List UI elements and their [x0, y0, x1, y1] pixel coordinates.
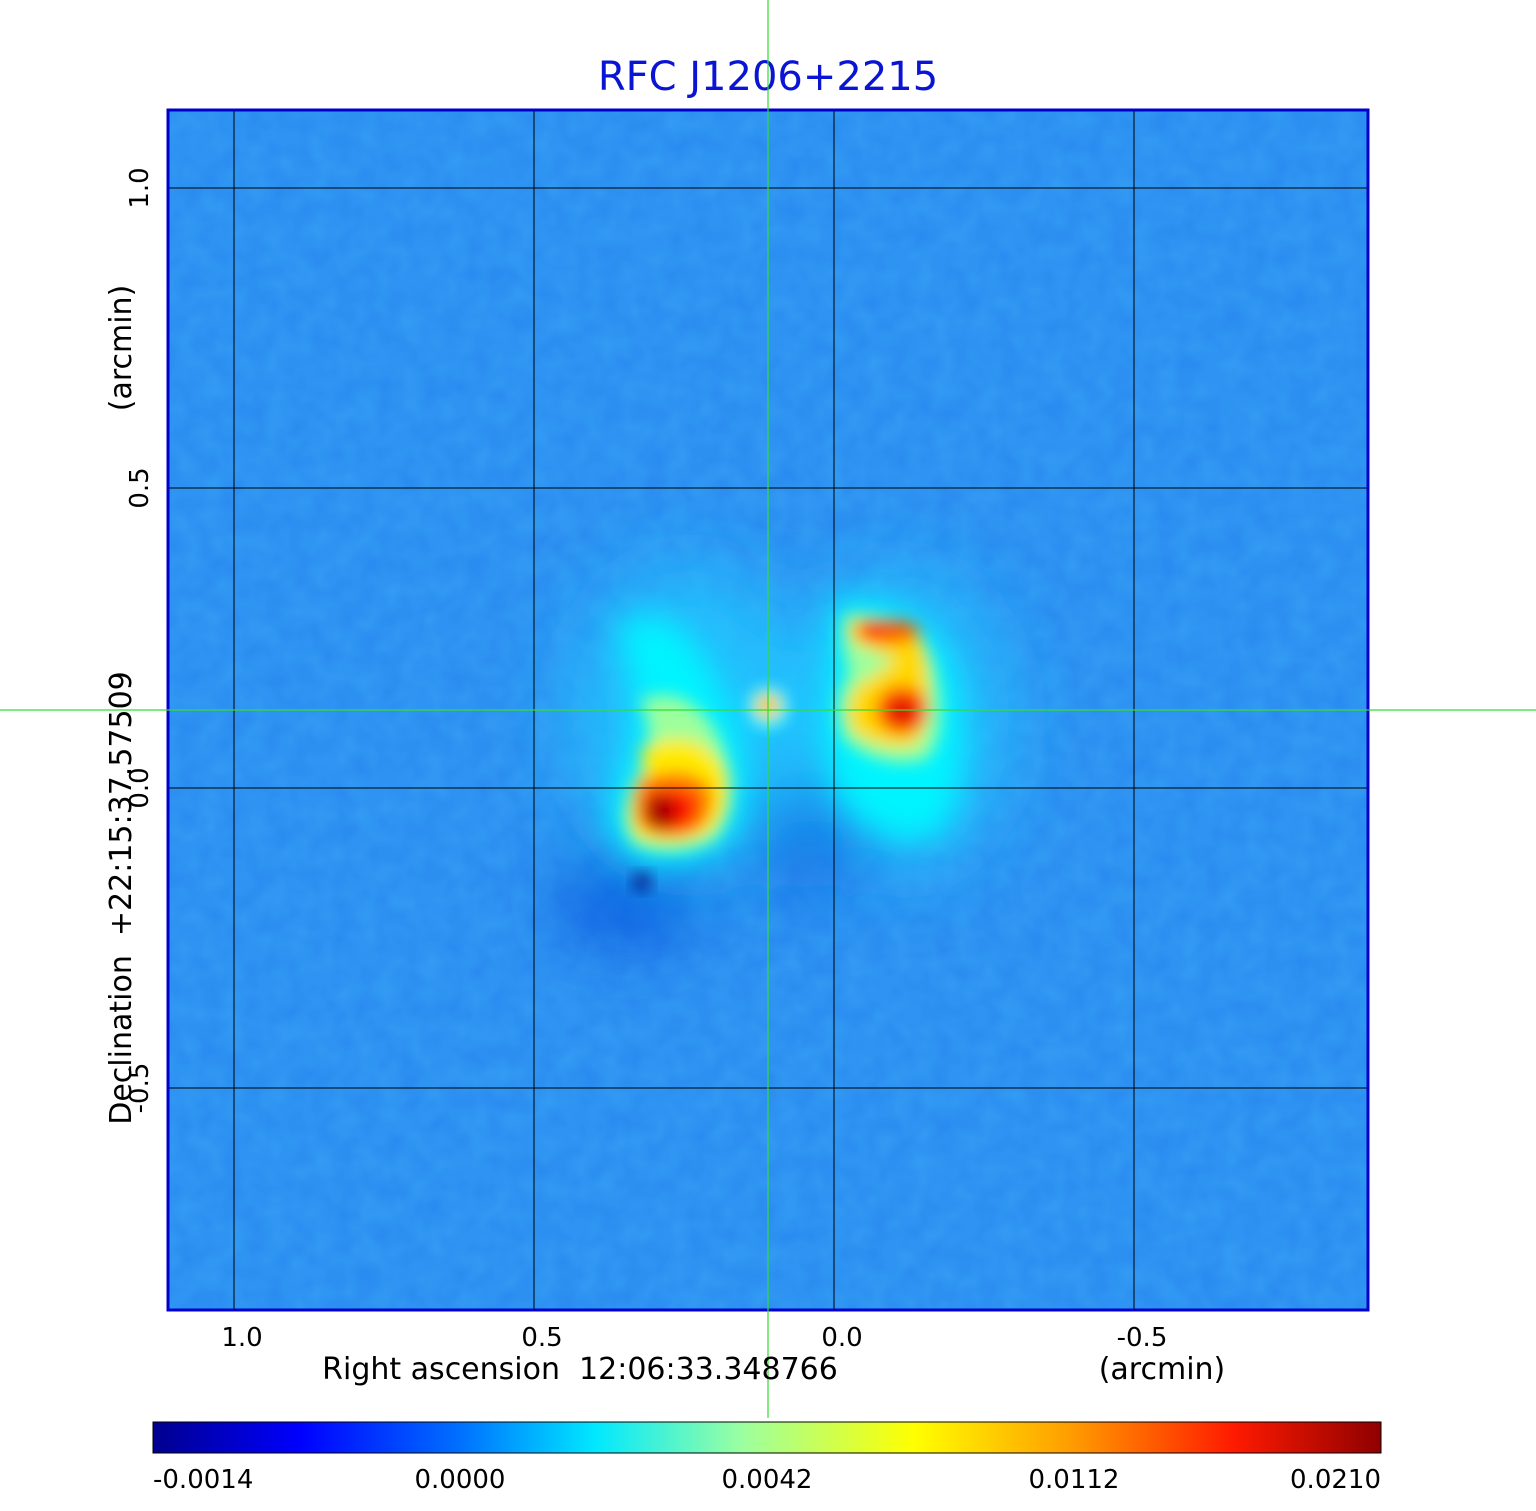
colorbar-tick-label: 0.0210 — [1290, 1465, 1381, 1495]
x-axis-unit: (arcmin) — [1099, 1352, 1226, 1387]
x-tick-label: -0.5 — [1117, 1323, 1168, 1353]
y-tick-label: 0.0 — [125, 767, 155, 808]
x-tick-label: 0.5 — [521, 1323, 562, 1353]
y-axis-label: Declination +22:15:37.57509 — [104, 671, 139, 1125]
colorbar-tick-label: 0.0000 — [415, 1465, 506, 1495]
y-tick-label: 0.5 — [125, 467, 155, 508]
colorbar-tick-labels: -0.0014 0.0000 0.0042 0.0112 0.0210 — [153, 1465, 1381, 1495]
y-tick-labels: 1.0 0.5 0.0 -0.5 — [125, 167, 155, 1113]
x-tick-label: 0.0 — [821, 1323, 862, 1353]
y-axis-unit: (arcmin) — [104, 285, 139, 412]
colorbar — [152, 1421, 1382, 1454]
crosshair — [0, 0, 1536, 1418]
east-lobe — [610, 616, 744, 862]
colorbar-tick-label: 0.0112 — [1029, 1465, 1120, 1495]
x-axis-label: Right ascension 12:06:33.348766 — [322, 1352, 838, 1387]
colorbar-tick-label: -0.0014 — [153, 1465, 253, 1495]
x-tick-labels: 1.0 0.5 0.0 -0.5 — [221, 1323, 1167, 1353]
y-tick-label: 1.0 — [125, 167, 155, 208]
colorbar-tick-label: 0.0042 — [722, 1465, 813, 1495]
x-tick-label: 1.0 — [221, 1323, 262, 1353]
y-tick-label: -0.5 — [125, 1063, 155, 1114]
